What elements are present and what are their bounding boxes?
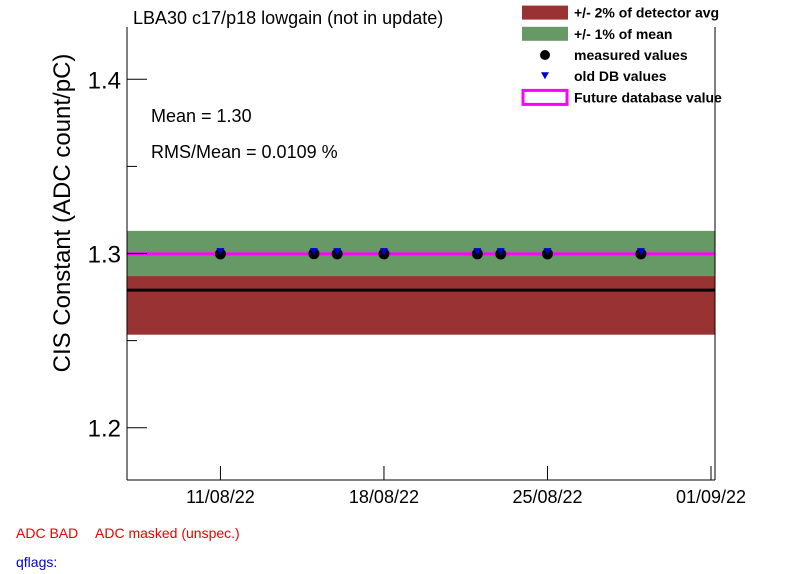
old-db-point xyxy=(379,248,388,256)
axes-layer: 1.2 1.3 1.4 11/08/22 18/08/22 25/08/22 01/09/2… xyxy=(88,27,746,507)
legend: +/- 2% of detector avg +/- 1% of mean meas… xyxy=(521,5,722,106)
legend-label: measured values xyxy=(574,47,688,63)
qflags-label: qflags: xyxy=(16,554,58,570)
old-db-point xyxy=(309,248,318,256)
x-tick-label: 01/09/22 xyxy=(676,487,746,507)
old-db-point xyxy=(473,248,482,256)
old-db-point xyxy=(216,248,225,256)
legend-swatch-band xyxy=(522,5,568,20)
rms-annotation: RMS/Mean = 0.0109 % xyxy=(151,142,338,162)
old-db-point xyxy=(496,248,505,256)
legend-label: +/- 1% of mean xyxy=(574,26,672,42)
legend-marker-measured xyxy=(540,50,550,60)
legend-swatch-future xyxy=(521,88,569,106)
legend-marker-old-db xyxy=(541,72,549,80)
chart-title: LBA30 c17/p18 lowgain (not in update) xyxy=(133,8,443,28)
legend-label: Future database value xyxy=(574,89,722,105)
x-tick-label: 25/08/22 xyxy=(512,487,582,507)
old-db-point xyxy=(543,248,552,256)
y-tick-label: 1.2 xyxy=(88,416,121,443)
old-db-point xyxy=(636,248,645,256)
adc-bad-label: ADC BAD xyxy=(16,525,79,541)
y-axis-label: CIS Constant (ADC count/pC) xyxy=(49,54,76,373)
adc-masked-label: ADC masked (unspec.) xyxy=(95,525,240,541)
old-db-point xyxy=(333,248,342,256)
legend-swatch-band xyxy=(522,26,568,41)
x-tick-label: 18/08/22 xyxy=(349,487,419,507)
y-tick-label: 1.3 xyxy=(88,242,121,269)
x-tick-label: 11/08/22 xyxy=(186,487,255,507)
data-points-layer xyxy=(214,248,647,260)
legend-label: old DB values xyxy=(574,68,667,84)
mean-annotation: Mean = 1.30 xyxy=(151,106,252,126)
bands-layer xyxy=(127,230,715,335)
y-tick-label: 1.4 xyxy=(88,67,121,94)
legend-label: +/- 2% of detector avg xyxy=(574,5,719,21)
